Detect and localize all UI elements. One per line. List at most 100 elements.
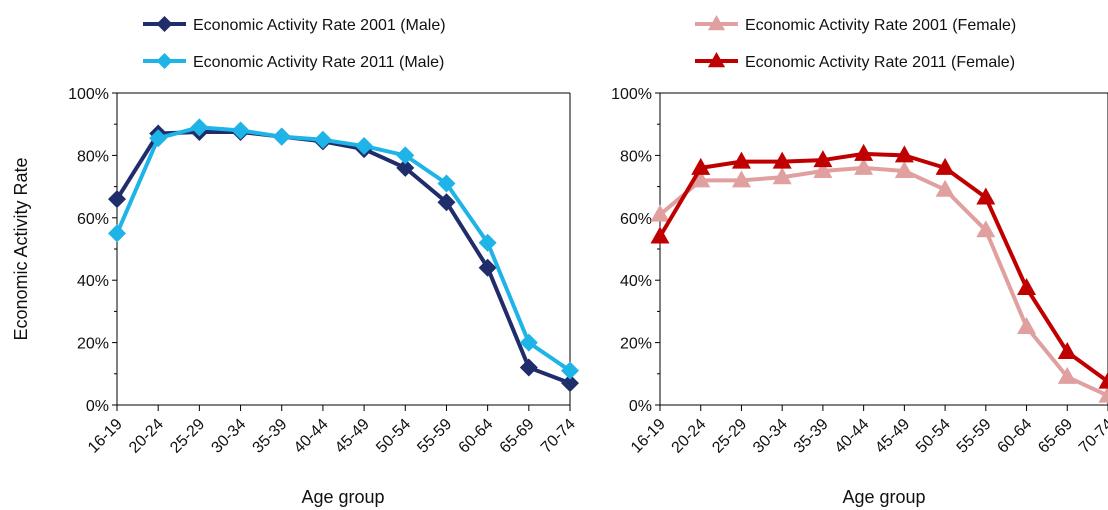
data-point-male-2011	[478, 233, 497, 252]
data-point-female-2001	[935, 179, 955, 197]
female-x-tick-label: 25-29	[709, 416, 750, 457]
data-point-female-2011	[894, 145, 914, 163]
data-point-female-2011	[1098, 371, 1108, 389]
male-x-tick-label: 65-69	[497, 416, 538, 457]
female-x-tick-label: 50-54	[913, 416, 954, 457]
female-y-tick-label: 100%	[611, 86, 652, 103]
female-x-tick-label: 35-39	[791, 416, 832, 457]
male-x-tick-label: 30-34	[208, 416, 249, 457]
female-chart-panel: Economic Activity Rate 2001 (Female) Eco…	[611, 15, 1108, 507]
data-point-male-2001	[561, 374, 579, 393]
female-x-tick-label: 60-64	[994, 416, 1035, 457]
male-y-tick-label: 0%	[86, 398, 109, 415]
male-axes	[112, 92, 571, 411]
legend-marker-male-2001	[156, 16, 173, 32]
male-y-tick-label: 40%	[77, 273, 109, 290]
legend-label-female-2001: Economic Activity Rate 2001 (Female)	[745, 17, 1016, 34]
data-point-female-2011	[1017, 278, 1037, 295]
data-point-male-2011	[313, 130, 332, 149]
legend-label-female-2011: Economic Activity Rate 2011 (Female)	[745, 54, 1015, 71]
data-point-male-2001	[437, 193, 456, 212]
male-y-tick-label: 20%	[77, 336, 109, 353]
series-line-male-2001	[115, 130, 571, 386]
data-point-female-2011	[935, 157, 955, 175]
female-y-tick-label: 80%	[620, 148, 652, 165]
male-y-tick-label: 60%	[77, 211, 109, 228]
male-x-tick-label: 45-49	[332, 416, 373, 457]
female-y-tick-label: 20%	[620, 336, 652, 353]
female-x-tick-label: 70-74	[1076, 416, 1108, 457]
data-point-female-2011	[813, 150, 833, 168]
male-x-tick-label: 40-44	[291, 416, 332, 457]
data-point-female-2011	[772, 151, 792, 169]
data-point-male-2011	[355, 137, 374, 156]
male-x-tick-label: 70-74	[538, 416, 579, 457]
data-point-female-2001	[1098, 385, 1108, 403]
data-point-male-2011	[108, 224, 126, 243]
female-x-tick-label: 65-69	[1035, 416, 1076, 457]
male-chart-panel: Economic Activity Rate 2001 (Male) Econo…	[11, 16, 579, 507]
female-series	[650, 143, 1108, 403]
legend-marker-female-2001	[707, 15, 726, 31]
legend-item-male-2011: Economic Activity Rate 2011 (Male)	[143, 53, 444, 71]
female-x-tick-label: 30-34	[750, 416, 791, 457]
data-point-female-2011	[854, 143, 874, 161]
data-point-female-2011	[691, 157, 711, 175]
female-y-tick-label: 60%	[620, 211, 652, 228]
data-point-male-2011	[561, 361, 579, 380]
male-y-tick-label: 100%	[68, 86, 109, 103]
female-x-tick-label: 55-59	[954, 416, 995, 457]
data-point-female-2001	[772, 167, 792, 185]
male-x-axis-label: Age group	[301, 487, 384, 507]
male-x-tick-label: 25-29	[167, 416, 208, 457]
data-point-female-2001	[813, 161, 833, 178]
data-point-female-2011	[731, 151, 751, 169]
female-axes	[655, 92, 1108, 411]
male-legend: Economic Activity Rate 2001 (Male) Econo…	[143, 16, 446, 71]
male-x-tick-label: 50-54	[373, 416, 414, 457]
data-point-male-2001	[108, 190, 126, 209]
data-point-female-2001	[691, 170, 711, 188]
data-point-male-2011	[396, 146, 415, 165]
data-point-female-2011	[650, 226, 670, 244]
male-series	[108, 118, 579, 393]
data-point-female-2001	[1057, 366, 1077, 384]
series-line-female-2011	[658, 151, 1108, 384]
male-x-tick-label: 16-19	[85, 416, 126, 457]
data-point-female-2001	[894, 161, 914, 178]
legend-marker-male-2011	[156, 53, 173, 69]
data-point-male-2001	[396, 158, 415, 177]
legend-marker-female-2011	[707, 52, 726, 68]
female-x-tick-label: 40-44	[832, 416, 873, 457]
female-x-axis-label: Age group	[842, 487, 925, 507]
data-point-female-2011	[1057, 341, 1077, 359]
female-tick-labels: 0% 20% 40% 60% 80% 100% 16-19 20-24 25-29 30-34 35…	[611, 86, 1108, 457]
legend-item-male-2001: Economic Activity Rate 2001 (Male)	[143, 16, 446, 34]
data-point-male-2011	[231, 121, 250, 140]
female-y-tick-label: 40%	[620, 273, 652, 290]
male-x-tick-label: 60-64	[456, 416, 497, 457]
data-point-male-2011	[437, 174, 456, 193]
male-x-tick-label: 55-59	[414, 416, 455, 457]
data-point-male-2011	[190, 118, 209, 137]
data-point-female-2001	[731, 170, 751, 188]
data-point-female-2001	[650, 204, 670, 222]
data-point-male-2011	[519, 333, 538, 352]
male-x-tick-label: 20-24	[126, 416, 167, 457]
data-point-male-2001	[478, 258, 497, 277]
female-x-tick-label: 16-19	[628, 416, 669, 457]
series-line-male-2011	[115, 125, 572, 373]
series-line-female-2001	[658, 165, 1108, 398]
legend-label-male-2001: Economic Activity Rate 2001 (Male)	[193, 17, 446, 34]
female-y-tick-label: 0%	[629, 398, 652, 415]
legend-item-female-2011: Economic Activity Rate 2011 (Female)	[695, 52, 1015, 71]
data-point-female-2001	[854, 157, 874, 175]
male-y-tick-label: 80%	[77, 148, 109, 165]
data-point-female-2001	[1017, 317, 1037, 334]
data-point-male-2011	[272, 127, 291, 146]
legend-item-female-2001: Economic Activity Rate 2001 (Female)	[695, 15, 1016, 34]
data-point-female-2011	[976, 187, 996, 205]
legend-label-male-2011: Economic Activity Rate 2011 (Male)	[193, 54, 444, 71]
male-x-tick-label: 35-39	[250, 416, 291, 457]
